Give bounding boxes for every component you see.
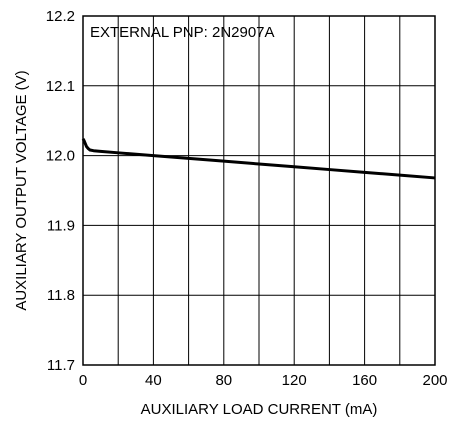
y-tick-label: 12.0: [46, 148, 75, 165]
x-tick-label: 80: [215, 372, 232, 389]
y-tick-label: 11.7: [47, 357, 75, 374]
series-layer: [81, 138, 436, 180]
series-line: [81, 138, 436, 180]
y-tick-label: 12.2: [46, 8, 75, 25]
x-axis-label: AUXILIARY LOAD CURRENT (mA): [141, 401, 378, 418]
x-tick-label: 120: [282, 372, 307, 389]
x-tick-labels: 0 40 80 120 160 200: [79, 372, 448, 389]
x-tick-label: 40: [145, 372, 162, 389]
annotation-label: EXTERNAL PNP: 2N2907A: [90, 24, 275, 41]
plot-frame: [82, 15, 436, 366]
x-tick-label: 160: [352, 372, 377, 389]
y-tick-label: 11.9: [47, 217, 75, 234]
x-tick-label: 0: [79, 372, 87, 389]
y-tick-labels: 11.7 11.8 11.9 12.0 12.1 12.2: [46, 8, 75, 374]
y-tick-label: 12.1: [46, 78, 75, 95]
y-axis-label: AUXILIARY OUTPUT VOLTAGE (V): [13, 70, 30, 310]
x-tick-label: 200: [422, 372, 447, 389]
y-tick-label: 11.8: [47, 287, 75, 304]
